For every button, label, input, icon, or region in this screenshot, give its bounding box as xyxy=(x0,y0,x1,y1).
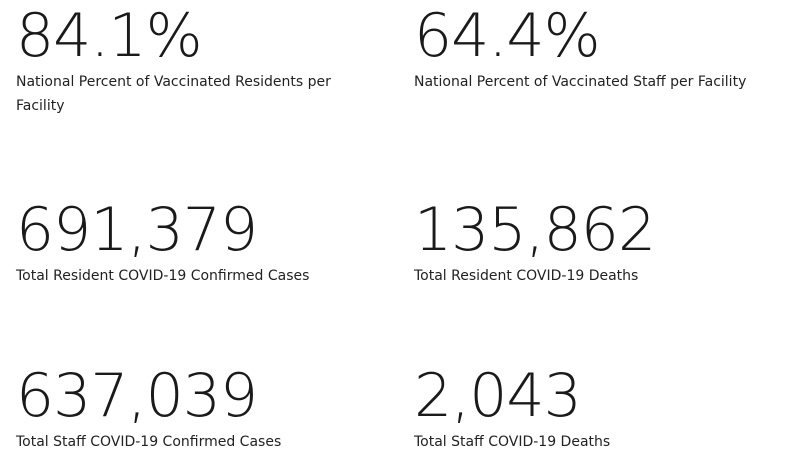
stat-resident-confirmed-cases: 691,379 Total Resident COVID-19 Confirme… xyxy=(16,195,386,288)
stat-label: National Percent of Vaccinated Residents… xyxy=(16,74,331,114)
stat-label: Total Resident COVID-19 Deaths xyxy=(414,268,639,284)
stat-label: Total Resident COVID-19 Confirmed Cases xyxy=(16,268,310,284)
stat-value: 2,043 xyxy=(414,361,582,431)
stat-value: 691,379 xyxy=(16,195,258,265)
stat-vaccinated-staff: 64.4% National Percent of Vaccinated Sta… xyxy=(414,1,784,94)
stat-label: Total Staff COVID-19 Deaths xyxy=(414,434,611,450)
stat-label: Total Staff COVID-19 Confirmed Cases xyxy=(16,434,282,450)
stat-label: National Percent of Vaccinated Staff per… xyxy=(414,74,747,90)
stat-staff-deaths: 2,043 Total Staff COVID-19 Deaths xyxy=(414,361,784,454)
stat-value: 64.4% xyxy=(414,1,601,71)
stat-resident-deaths: 135,862 Total Resident COVID-19 Deaths xyxy=(414,195,784,288)
stat-staff-confirmed-cases: 637,039 Total Staff COVID-19 Confirmed C… xyxy=(16,361,386,454)
stat-vaccinated-residents: 84.1% National Percent of Vaccinated Res… xyxy=(16,1,376,118)
stat-value: 135,862 xyxy=(414,195,656,265)
stat-value: 84.1% xyxy=(16,1,203,71)
stat-value: 637,039 xyxy=(16,361,258,431)
